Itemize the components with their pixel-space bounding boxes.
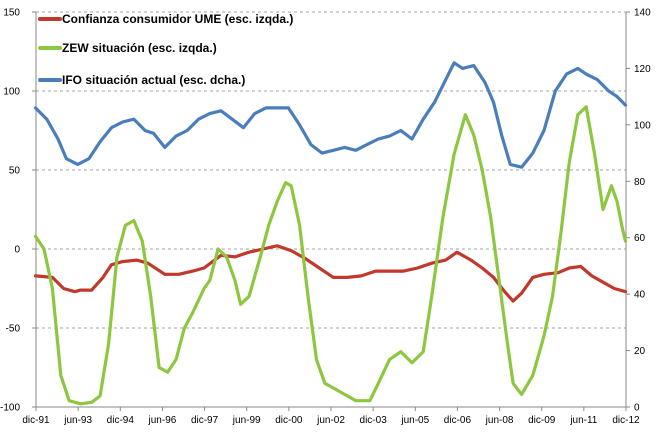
y-right-tick-label: 0 — [634, 403, 640, 414]
y-right-tick-label: 80 — [634, 177, 646, 188]
y-right-tick-label: 60 — [634, 233, 646, 244]
axes: 150 100 50 0 -50 -100 140 120 100 80 60 40 20 0 dic-91… — [0, 8, 651, 427]
y-right-tick-label: 20 — [634, 346, 646, 357]
y-right-tick-label: 140 — [634, 8, 651, 19]
x-tick-label: dic-12 — [612, 415, 640, 426]
series-line-1 — [33, 244, 628, 303]
y-right-tick-label: 100 — [634, 120, 651, 131]
y-right-tick-label: 40 — [634, 290, 646, 301]
x-tick-label: jun-96 — [148, 415, 177, 426]
x-tick-label: jun-08 — [485, 415, 514, 426]
x-tick-label: dic-06 — [444, 415, 472, 426]
x-tick-label: dic-00 — [275, 415, 303, 426]
x-tick-label: jun-99 — [232, 415, 261, 426]
y-left-tick-label: 100 — [3, 87, 20, 98]
y-left-tick-label: 150 — [3, 8, 20, 19]
x-tick-label: dic-91 — [22, 415, 50, 426]
x-tick-label: dic-97 — [191, 415, 219, 426]
x-tick-label: dic-09 — [528, 415, 556, 426]
legend-label-2: ZEW situación (esc. izqda.) — [62, 41, 217, 55]
y-left-tick-label: 0 — [14, 245, 20, 256]
x-tick-label: dic-03 — [360, 415, 388, 426]
x-tick-label: jun-11 — [569, 415, 597, 426]
legend-label-1: Confianza consumidor UME (esc. izqda.) — [62, 12, 293, 26]
x-tick-label: jun-93 — [63, 415, 92, 426]
legend: Confianza consumidor UME (esc. izqda.) ZE… — [38, 12, 293, 87]
x-tick-label: jun-05 — [400, 415, 429, 426]
y-left-tick-label: -50 — [6, 324, 21, 335]
series-line-3 — [33, 61, 628, 169]
series-group — [33, 61, 628, 406]
series-line-2 — [33, 105, 628, 406]
y-right-tick-label: 120 — [634, 64, 651, 75]
y-left-tick-label: 50 — [9, 166, 21, 177]
x-tick-label: jun-02 — [316, 415, 345, 426]
legend-label-3: IFO situación actual (esc. dcha.) — [62, 73, 245, 87]
y-left-tick-label: -100 — [0, 403, 20, 414]
x-tick-label: dic-94 — [107, 415, 135, 426]
